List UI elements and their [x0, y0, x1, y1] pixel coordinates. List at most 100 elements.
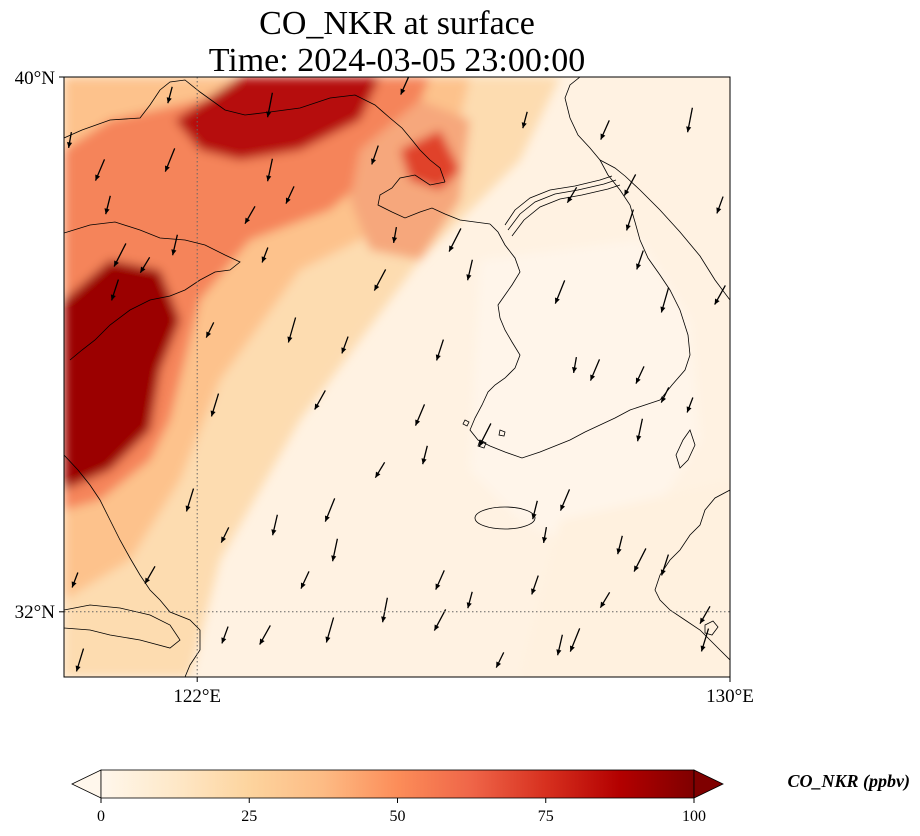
wind-arrow — [261, 247, 269, 263]
wind-arrow — [287, 317, 297, 343]
wind-arrow — [75, 648, 85, 672]
wind-arrow — [205, 322, 215, 338]
lat-label-40: 40°N — [15, 68, 56, 89]
map-frame — [63, 76, 731, 678]
wind-arrow — [266, 158, 274, 182]
jeju-island — [474, 506, 536, 530]
concentration-field — [64, 77, 730, 677]
wind-arrow — [392, 227, 398, 243]
wind-vectors — [67, 77, 726, 672]
coast-korea-east — [564, 77, 691, 401]
wind-arrow — [636, 250, 644, 270]
wind-arrow — [381, 597, 389, 623]
figure-title: CO_NKR at surface — [259, 5, 535, 42]
wind-arrow — [633, 548, 647, 572]
coast-yangtze — [64, 604, 181, 649]
wind-arrow — [686, 107, 694, 133]
wind-arrow — [635, 366, 645, 384]
colorbar-ticks: 0 25 50 75 100 — [97, 798, 706, 825]
wind-arrow — [466, 591, 473, 609]
coast-liaodong — [377, 174, 491, 225]
coast-korea-west — [469, 223, 661, 459]
wind-arrow — [421, 445, 428, 465]
wind-arrow — [433, 609, 447, 631]
field-band-high — [64, 77, 430, 510]
wind-arrow — [400, 77, 410, 95]
wind-arrow — [660, 287, 670, 313]
coast-korea-east-north — [599, 159, 730, 301]
colorbar-tick-label: 100 — [682, 808, 706, 825]
wind-arrow — [660, 387, 670, 403]
wind-arrow — [435, 570, 445, 590]
wind-arrow — [244, 206, 256, 224]
wind-arrow — [531, 575, 539, 595]
wind-arrow — [164, 148, 176, 172]
wind-arrow — [589, 359, 601, 381]
wind-arrow — [660, 554, 670, 576]
colorbar-label: CO_NKR (ppbv) — [788, 771, 911, 792]
wind-arrow — [331, 538, 339, 562]
wind-arrow — [300, 571, 310, 589]
wind-arrow — [559, 489, 571, 511]
wind-arrow — [210, 393, 220, 417]
colorbar-extend-max — [693, 769, 724, 799]
field-core-west — [64, 260, 180, 490]
wind-arrow — [144, 566, 156, 584]
wind-arrow — [139, 256, 151, 274]
kyushu-coast — [654, 489, 730, 661]
map-panel: 40°N 32°N 122°E 130°E — [15, 68, 754, 707]
wind-arrow — [324, 498, 336, 522]
wind-arrow — [271, 514, 278, 536]
wind-arrow — [371, 145, 379, 165]
wind-arrow — [166, 86, 173, 104]
colorbar-tick-label: 50 — [390, 808, 406, 825]
wind-arrow — [104, 195, 111, 215]
wind-arrow — [374, 461, 386, 479]
coastlines — [64, 77, 730, 677]
field-clean-southeast — [520, 480, 730, 677]
wind-arrow — [220, 527, 230, 543]
wind-arrow — [94, 159, 106, 181]
wind-arrow — [71, 572, 79, 588]
wind-arrow — [600, 120, 610, 140]
wind-arrow — [314, 390, 326, 410]
wind-arrow — [566, 186, 578, 204]
wind-arrow — [266, 92, 274, 118]
tsushima-island — [675, 429, 696, 469]
wind-arrow — [414, 404, 426, 426]
wind-arrow — [556, 634, 563, 656]
wind-arrow — [572, 357, 578, 373]
wind-arrow — [531, 500, 538, 520]
colorbar-tick-label: 75 — [538, 808, 554, 825]
wind-arrow — [686, 397, 694, 413]
islands-south — [704, 620, 719, 636]
wind-arrow — [636, 418, 644, 442]
wind-arrow — [623, 174, 637, 196]
wind-arrow — [554, 280, 566, 304]
wind-arrow — [341, 336, 349, 354]
wind-arrow — [325, 617, 335, 643]
colorbar-tick-label: 25 — [241, 808, 257, 825]
wind-arrow — [448, 228, 462, 252]
wind-arrow — [185, 488, 195, 512]
coast-shandong — [64, 221, 241, 361]
wind-arrow — [67, 132, 73, 148]
wind-arrow — [466, 259, 473, 281]
wind-arrow — [373, 269, 387, 291]
colorbar: 0 25 50 75 100 CO_NKR (ppbv) — [71, 769, 911, 825]
wind-arrow — [521, 111, 528, 129]
wind-arrow — [285, 186, 295, 204]
border-korea — [504, 175, 621, 237]
wind-arrow — [625, 209, 635, 231]
wind-arrow — [110, 279, 120, 301]
wind-arrow — [569, 628, 581, 652]
wind-arrow — [495, 652, 505, 668]
lat-label-32: 32°N — [15, 602, 56, 623]
wind-arrow — [221, 626, 229, 644]
wind-arrow — [714, 285, 726, 305]
colorbar-tick-label: 0 — [97, 808, 105, 825]
colorbar-bar — [100, 769, 695, 799]
lon-label-122: 122°E — [173, 686, 221, 707]
field-core-north — [175, 77, 380, 160]
